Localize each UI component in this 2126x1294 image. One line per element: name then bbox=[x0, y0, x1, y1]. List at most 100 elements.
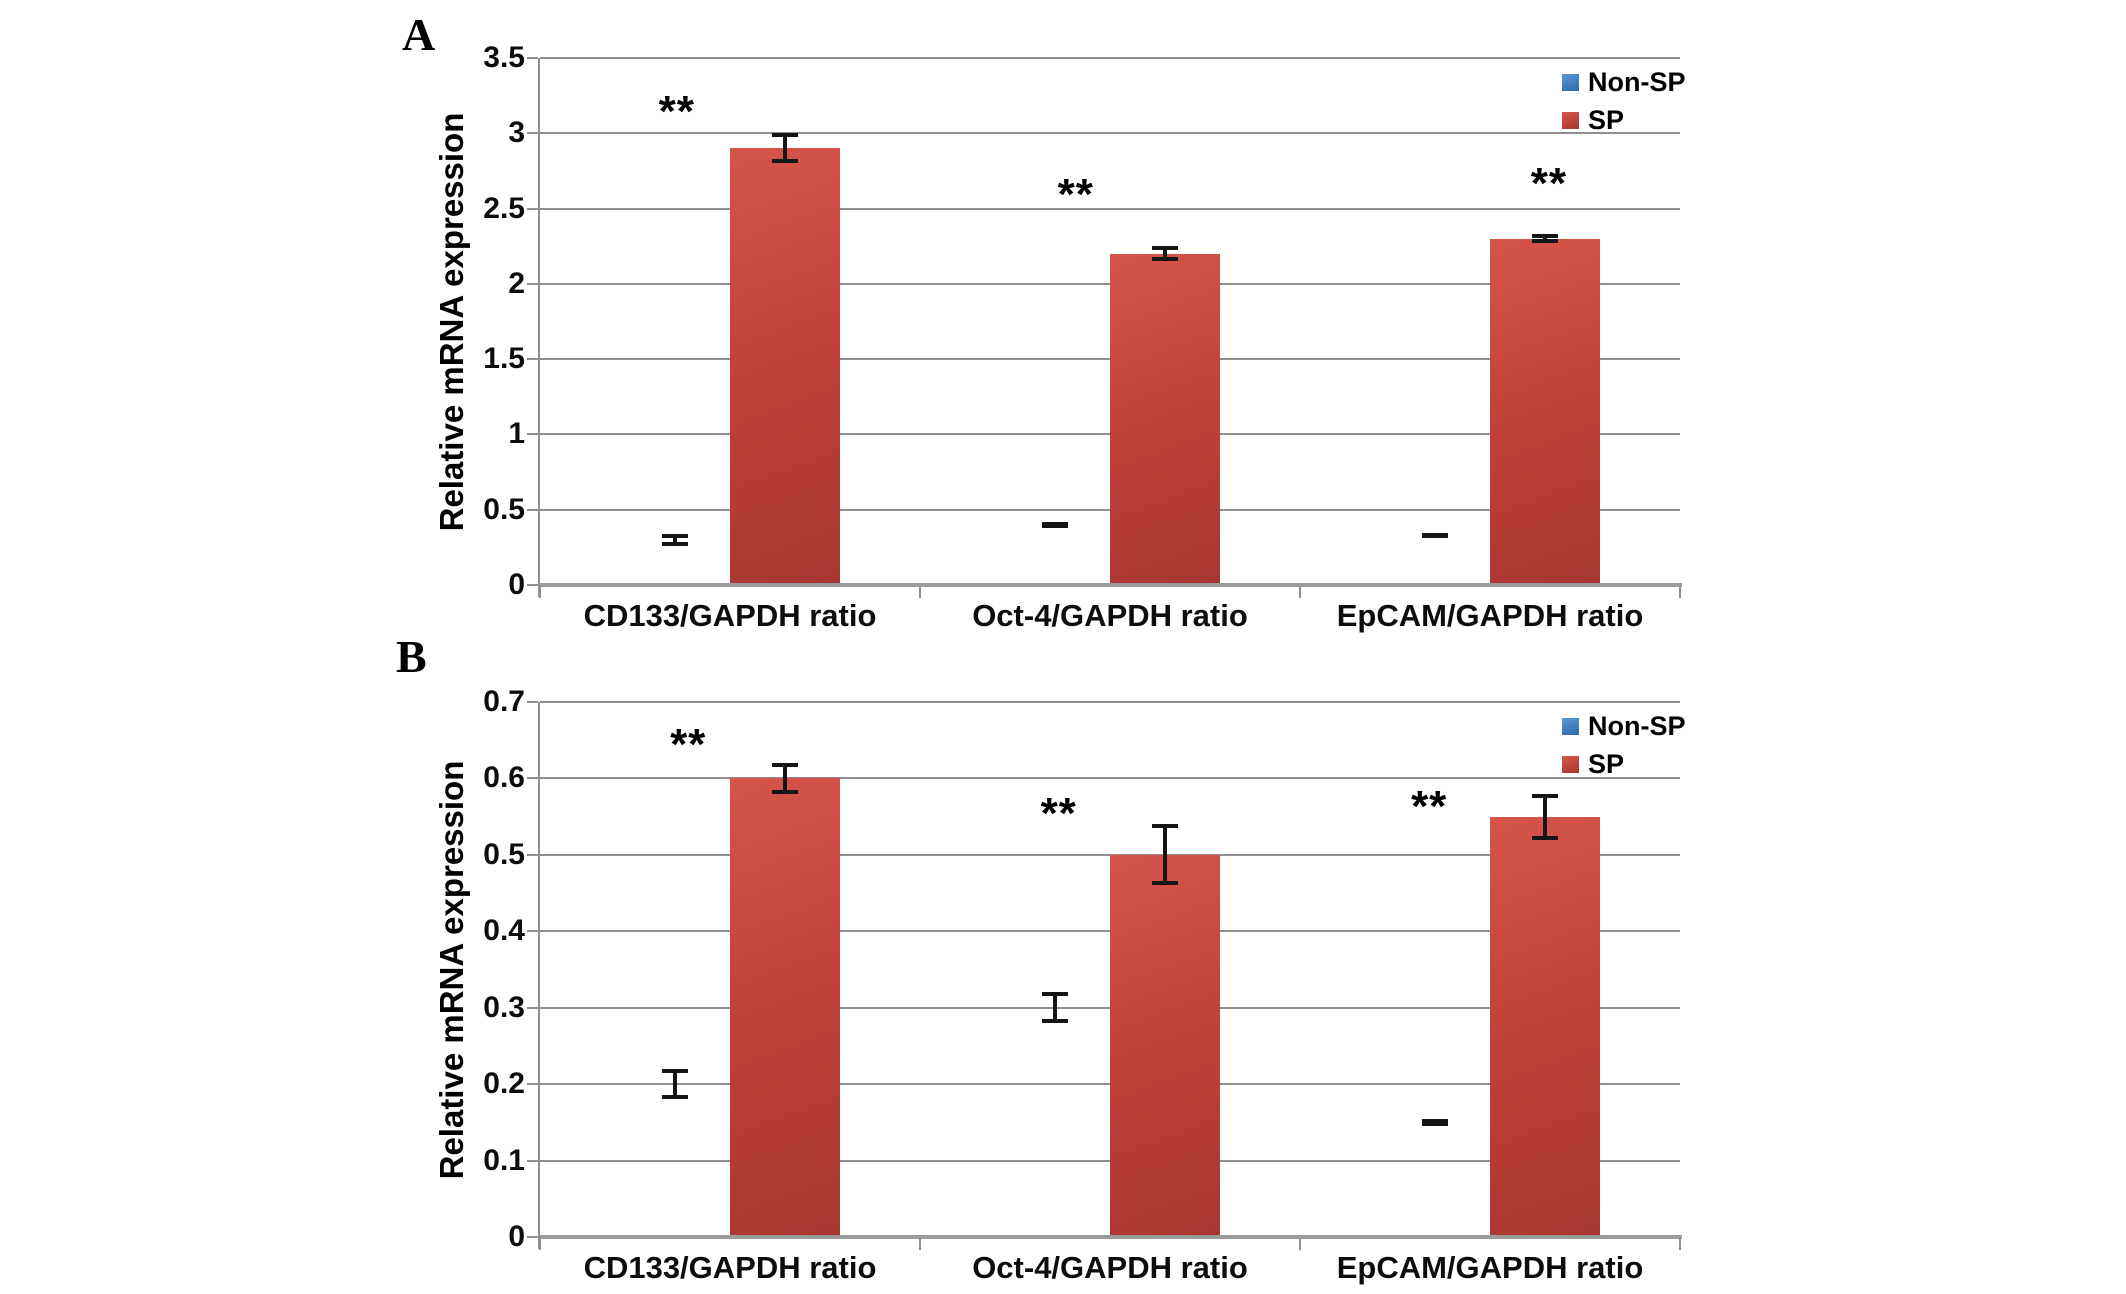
panel-b-significance-stars-1: ** bbox=[1040, 788, 1077, 838]
panel-a-x-tick-mark bbox=[919, 587, 921, 598]
panel-b-y-tick-label: 0.4 bbox=[483, 914, 525, 948]
error-bar-top-cap bbox=[662, 533, 688, 538]
panel-a-x-tick-mark bbox=[539, 587, 541, 598]
panel-a-category-label-epcam-gapdh-ratio: EpCAM/GAPDH ratio bbox=[1336, 598, 1644, 633]
panel-a-bar-sp-oct-4-gapdh-ratio bbox=[1110, 253, 1220, 585]
panel-a-error-bar-sp-cd133-gapdh-ratio bbox=[772, 133, 798, 164]
panel-b-significance-stars-0: ** bbox=[670, 720, 707, 770]
error-bar-line bbox=[1053, 992, 1057, 1023]
panel-b-y-tick-label: 0.2 bbox=[483, 1067, 525, 1101]
panel-b-significance-stars-2: ** bbox=[1411, 781, 1448, 831]
error-bar-top-cap bbox=[772, 763, 798, 768]
panel-a-error-bar-non-sp-oct-4-gapdh-ratio bbox=[1042, 521, 1068, 528]
panel-b-category-label-cd133-gapdh-ratio: CD133/GAPDH ratio bbox=[583, 1250, 877, 1285]
legend-swatch-non-sp-icon bbox=[1562, 718, 1579, 736]
panel-b-y-tick-mark bbox=[527, 1159, 538, 1162]
error-bar-top-cap bbox=[1042, 992, 1068, 997]
error-bar-top-cap bbox=[1152, 246, 1178, 251]
panel-b-bar-non-sp-cd133-gapdh-ratio bbox=[620, 1084, 730, 1237]
panel-b-x-tick-mark bbox=[539, 1239, 541, 1250]
panel-a-category-label-oct-4-gapdh-ratio: Oct-4/GAPDH ratio bbox=[972, 598, 1248, 633]
error-bar-bottom-cap bbox=[772, 789, 798, 794]
panel-a-y-tick-mark bbox=[527, 207, 538, 210]
error-bar-bottom-cap bbox=[1532, 239, 1558, 244]
error-bar-top-cap bbox=[1152, 824, 1178, 829]
panel-b-y-tick-mark bbox=[527, 777, 538, 780]
panel-b-error-bar-sp-epcam-gapdh-ratio bbox=[1532, 793, 1558, 840]
panel-b-error-bar-non-sp-cd133-gapdh-ratio bbox=[662, 1068, 688, 1100]
legend-label-sp: SP bbox=[1588, 104, 1625, 135]
panel-a-y-tick-mark bbox=[527, 433, 538, 436]
panel-b-y-tick-mark bbox=[527, 1236, 538, 1238]
panel-b-gridline bbox=[540, 777, 1680, 780]
panel-b-gridline bbox=[540, 1006, 1680, 1009]
panel-a-gridline bbox=[540, 57, 1680, 59]
panel-a-gridline bbox=[540, 132, 1680, 135]
panel-a-bar-sp-cd133-gapdh-ratio bbox=[730, 148, 840, 585]
panel-a-y-tick-mark bbox=[527, 132, 538, 135]
panel-a-x-axis-line bbox=[540, 583, 1682, 587]
error-bar-line bbox=[673, 533, 677, 546]
panel-b-error-bar-sp-oct-4-gapdh-ratio bbox=[1152, 824, 1178, 886]
error-bar-bottom-cap bbox=[662, 541, 688, 546]
panel-b-y-tick-mark bbox=[527, 701, 538, 703]
error-bar-line bbox=[1163, 824, 1167, 886]
error-bar-top-cap bbox=[772, 133, 798, 138]
error-bar-bottom-cap bbox=[662, 1095, 688, 1100]
panel-a-y-tick-label: 3 bbox=[508, 116, 525, 150]
panel-b-error-bar-non-sp-epcam-gapdh-ratio bbox=[1422, 1118, 1448, 1127]
panel-a-y-tick-label: 0 bbox=[508, 568, 525, 601]
panel-b-error-bar-sp-cd133-gapdh-ratio bbox=[772, 763, 798, 794]
error-bar-top-cap bbox=[662, 1068, 688, 1073]
panel-b-y-tick-label: 0.1 bbox=[483, 1143, 525, 1177]
error-bar-top-cap bbox=[1532, 234, 1558, 239]
error-bar-line bbox=[1163, 246, 1167, 262]
panel-a-y-tick-mark bbox=[527, 508, 538, 511]
panel-b-y-axis-title: Relative mRNA expression bbox=[433, 760, 470, 1180]
error-bar-bottom-cap bbox=[1532, 835, 1558, 840]
panel-a-plot-area: 3.5 3 2.5 2 1.5 1 0.5 0 CD133/GAPDH ratio Oct-4/G… bbox=[483, 41, 1685, 633]
panel-b-legend-item-sp: SP bbox=[1562, 748, 1686, 780]
panel-b-letter: B bbox=[396, 631, 427, 682]
error-bar-line bbox=[673, 1068, 677, 1100]
panel-b-plot-area: 0.7 0.6 0.5 0.4 0.3 0.2 0.1 0 CD133/GAPDH ratio O… bbox=[483, 685, 1685, 1285]
panel-a-error-bar-non-sp-cd133-gapdh-ratio bbox=[662, 533, 688, 546]
panel-b-y-tick-label: 0.3 bbox=[483, 990, 525, 1024]
legend-swatch-non-sp-icon bbox=[1562, 74, 1579, 92]
panel-a-gridline bbox=[540, 433, 1680, 436]
legend-label-non-sp: Non-SP bbox=[1588, 67, 1686, 97]
panel-b-y-tick-mark bbox=[527, 930, 538, 933]
error-bar-bottom-cap bbox=[1422, 532, 1448, 537]
panel-b-y-tick-label: 0.7 bbox=[483, 685, 525, 718]
panel-b-error-bar-non-sp-oct-4-gapdh-ratio bbox=[1042, 992, 1068, 1023]
panel-a-bar-non-sp-cd133-gapdh-ratio bbox=[620, 540, 730, 585]
panel-a-x-tick-mark bbox=[1679, 587, 1681, 598]
panel-b-x-axis-line bbox=[540, 1235, 1682, 1239]
error-bar-bottom-cap bbox=[772, 159, 798, 164]
error-bar-bottom-cap bbox=[1042, 523, 1068, 528]
error-bar-bottom-cap bbox=[1152, 881, 1178, 886]
panel-b-bar-non-sp-epcam-gapdh-ratio bbox=[1380, 1122, 1490, 1237]
error-bar-top-cap bbox=[1532, 793, 1558, 798]
panel-b-y-tick-mark bbox=[527, 1083, 538, 1086]
panel-b-bar-sp-cd133-gapdh-ratio bbox=[730, 778, 840, 1237]
panel-b-y-tick-mark bbox=[527, 853, 538, 856]
error-bar-line bbox=[783, 133, 787, 164]
panel-b-bar-sp-oct-4-gapdh-ratio bbox=[1110, 854, 1220, 1237]
panel-a-gridline bbox=[540, 207, 1680, 210]
legend-label-non-sp: Non-SP bbox=[1588, 711, 1686, 741]
panel-b-gridline bbox=[540, 1159, 1680, 1162]
panel-a-error-bar-non-sp-epcam-gapdh-ratio bbox=[1422, 532, 1448, 538]
legend-label-sp: SP bbox=[1588, 748, 1625, 779]
panel-a-bar-non-sp-oct-4-gapdh-ratio bbox=[1000, 525, 1110, 585]
panel-a-gridline bbox=[540, 508, 1680, 511]
panel-a-significance-stars-0: ** bbox=[658, 86, 695, 136]
panel-a-legend-item-non-sp: Non-SP bbox=[1562, 67, 1686, 98]
error-bar-top-cap bbox=[1042, 521, 1068, 526]
panel-b-gridline bbox=[540, 701, 1680, 703]
error-bar-line bbox=[783, 763, 787, 794]
panel-b-y-tick-label: 0.6 bbox=[483, 761, 525, 795]
panel-b-gridline bbox=[540, 930, 1680, 933]
panel-b-y-tick-label: 0 bbox=[508, 1220, 525, 1253]
